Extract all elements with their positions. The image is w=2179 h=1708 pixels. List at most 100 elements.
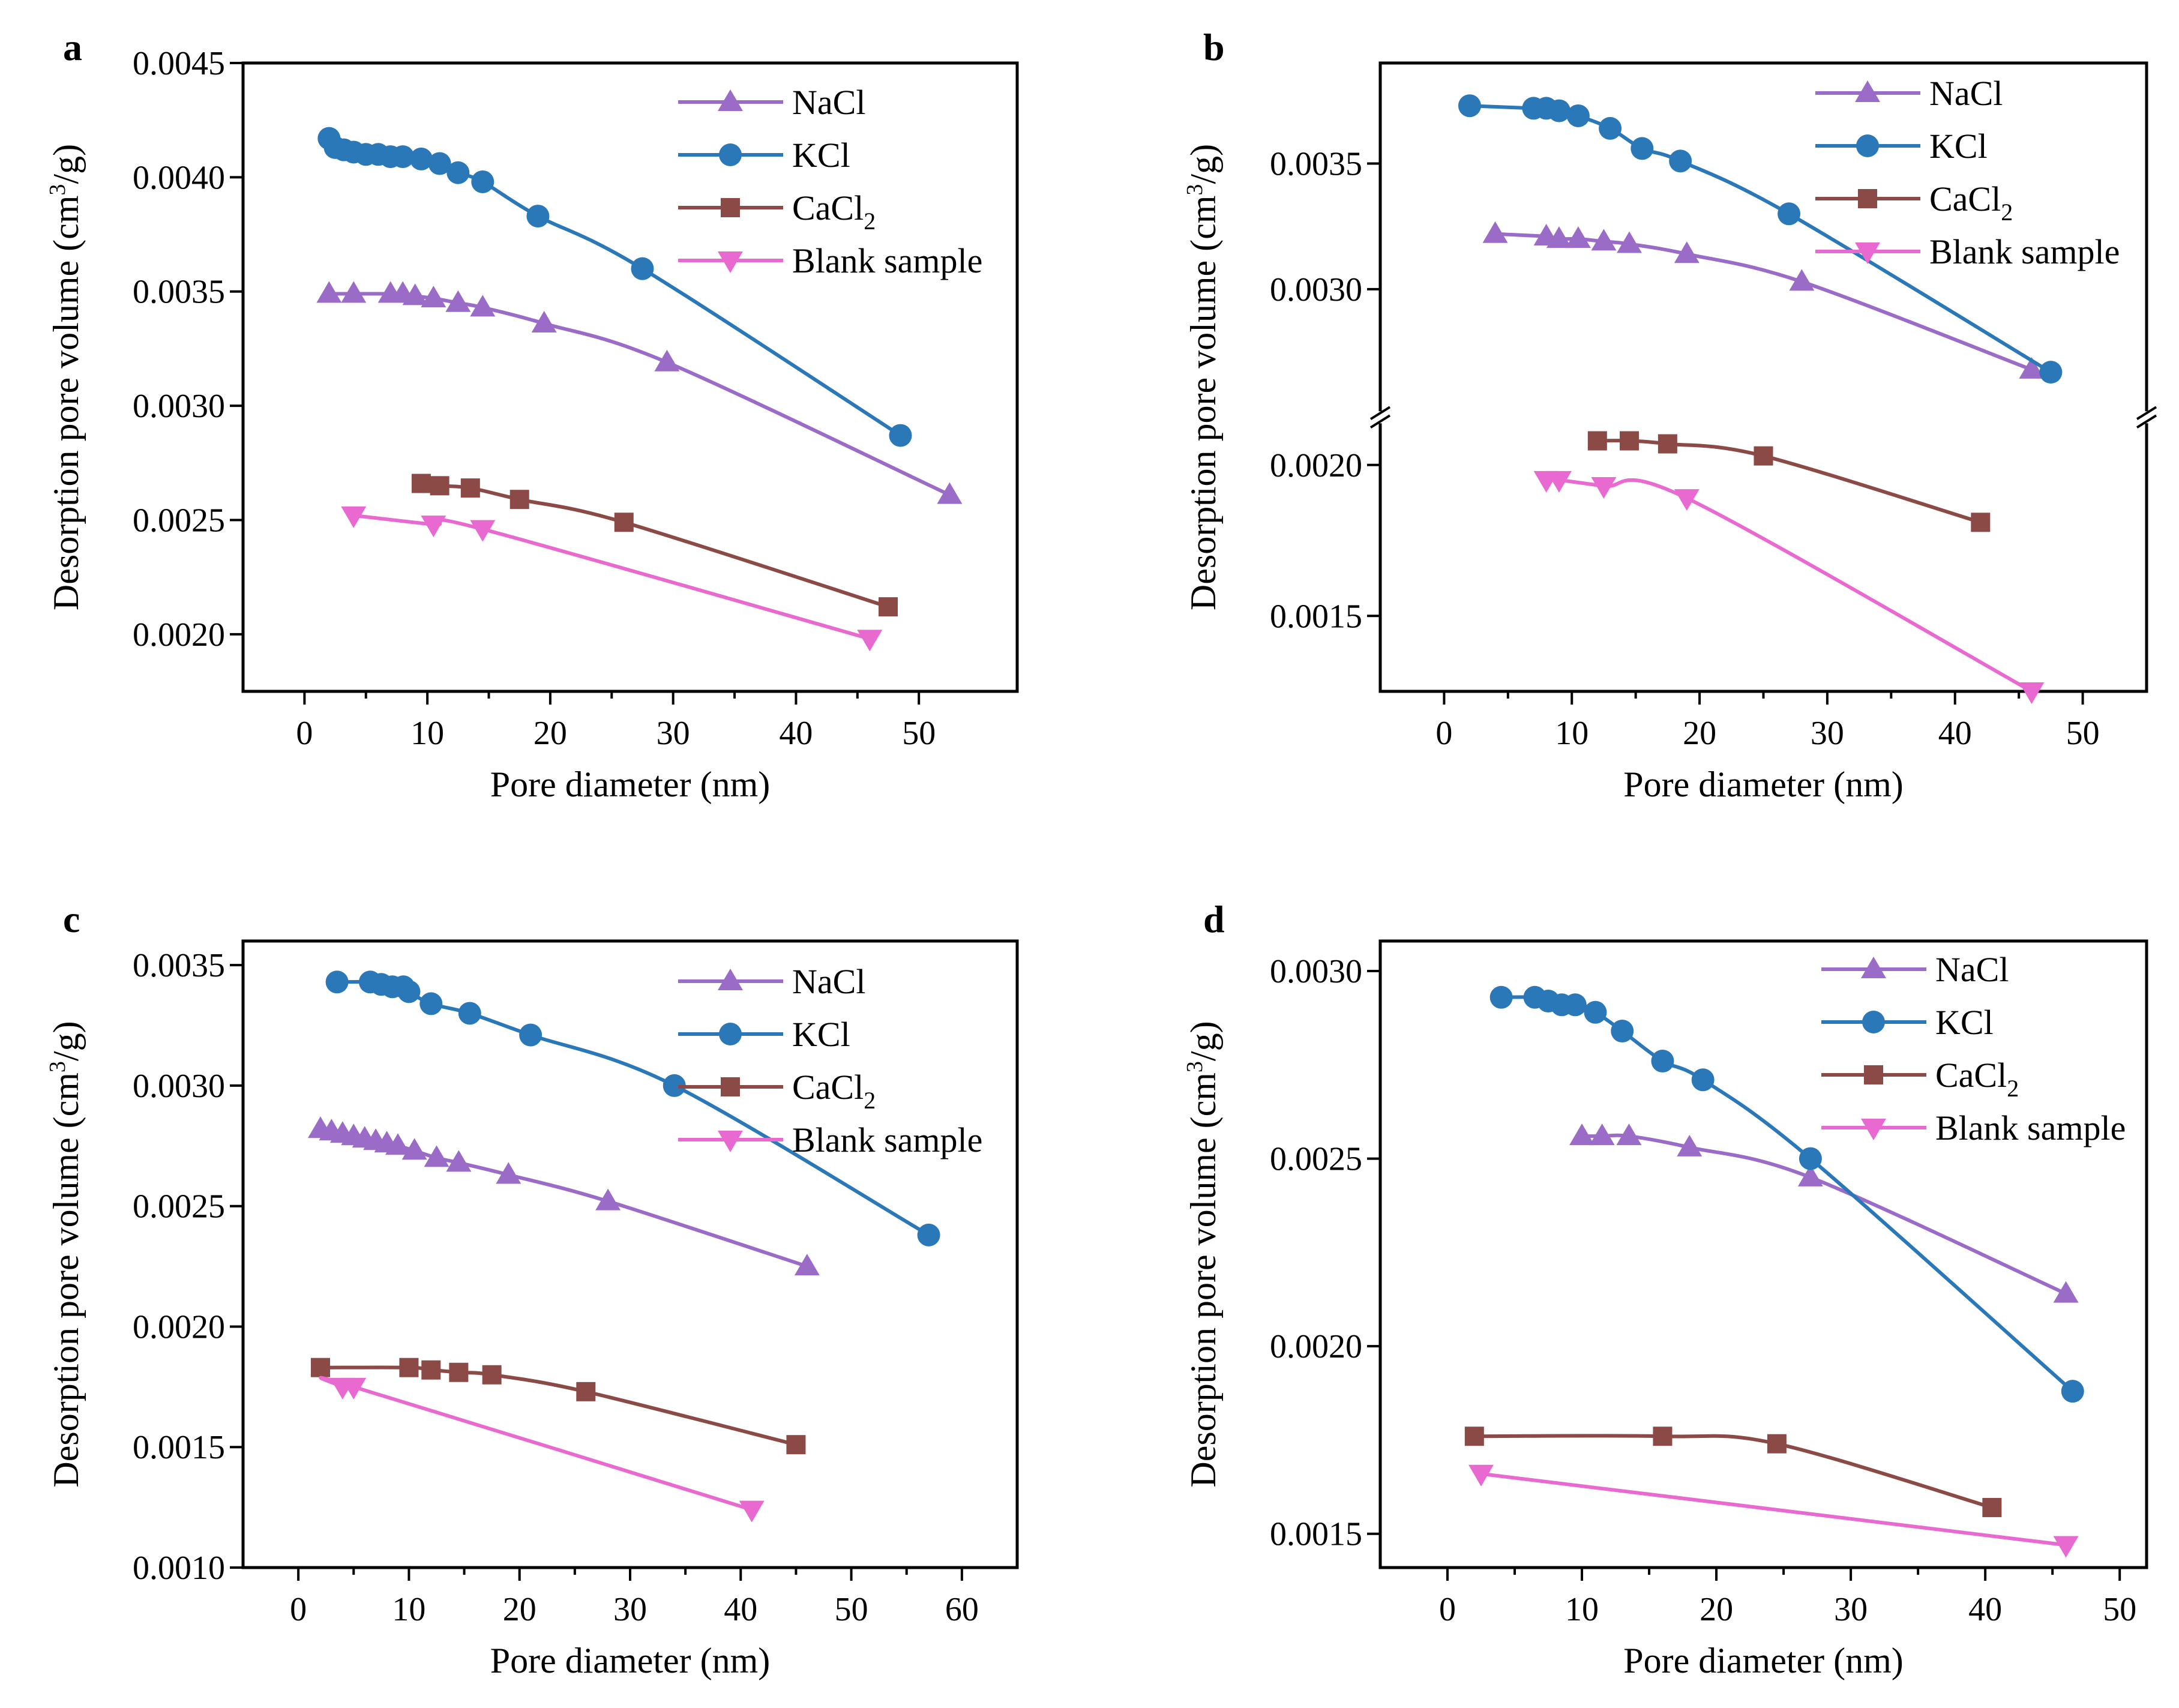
data-point [316,281,342,303]
legend: NaCl KCl CaCl2 Blank sample [678,962,982,1159]
data-point [391,145,415,169]
data-point [446,161,470,184]
series-kcl [1458,94,2063,384]
data-point [402,283,428,305]
series-cacl2 [1587,431,1991,532]
panel-letter: a [63,26,82,68]
y-axis-title-main: Desorption pore volume (cm [1183,1072,1223,1488]
panel-letter: d [1203,898,1225,940]
y-tick-label: 0.0045 [133,45,225,82]
legend-marker [1856,134,1879,157]
x-tick-label: 30 [613,1591,647,1628]
data-point [496,1162,521,1184]
data-point [445,290,471,312]
data-point [879,597,898,617]
plot-frame [241,61,1019,693]
legend-marker [1855,80,1880,102]
y-tick-label: 0.0030 [1270,953,1362,990]
data-point [1797,1164,1823,1186]
data-point [1569,1123,1595,1146]
data-point [1565,226,1591,248]
legend-marker [1864,1065,1883,1084]
y-axis-title-end: /g) [1183,144,1223,184]
legend-label-kcl: KCl [792,1015,850,1054]
x-tick-label: 50 [835,1591,868,1628]
y-axis-title-end: /g) [46,144,86,184]
data-point [614,513,634,532]
x-axis-title: Pore diameter (nm) [1623,1641,1904,1680]
y-tick-label: 0.0015 [1270,1516,1362,1553]
legend-label-nacl: NaCl [792,83,865,122]
y-tick-label: 0.0020 [1270,447,1362,484]
data-point [430,476,449,496]
x-tick-label: 10 [410,715,444,752]
data-point [2061,1380,2084,1403]
legend-label-base: CaCl [1935,1056,2007,1095]
data-point [739,1500,765,1523]
data-point [1620,431,1640,451]
panel-letter: b [1203,26,1225,68]
x-tick-label: 60 [945,1591,979,1628]
data-point [397,980,421,1003]
y-axis-title-superscript: 3 [45,1061,70,1072]
panel-letter: c [63,898,80,940]
legend-label-cacl2: CaCl2 [792,1068,876,1114]
series-line [1480,1472,2066,1547]
data-point [2039,361,2063,384]
x-tick-label: 20 [533,715,567,752]
data-point [1674,489,1700,511]
data-point [385,1133,410,1155]
data-point [1778,202,1801,226]
series-cacl2 [411,474,898,617]
y-tick-label: 0.0010 [133,1550,225,1587]
x-tick-label: 10 [1565,1591,1599,1628]
y-tick-label: 0.0035 [1270,146,1362,183]
legend-label-subscript: 2 [2007,1075,2019,1102]
axis-break-mark [2136,406,2157,421]
legend-label-cacl2: CaCl2 [1929,179,2013,226]
x-tick-label: 20 [1683,715,1716,752]
data-point [2053,1536,2079,1558]
data-point [470,520,496,542]
legend-marker [718,89,743,111]
data-point [663,1074,686,1097]
data-point [794,1254,820,1276]
y-axis-title-end: /g) [1183,1021,1223,1061]
y-axis-title-superscript: 3 [1182,184,1207,196]
x-tick-label: 40 [779,715,813,752]
y-axis-title-end: /g) [46,1021,86,1061]
x-tick-label: 50 [2066,715,2100,752]
data-point [937,482,963,504]
legend-label-subscript: 2 [2001,199,2013,226]
data-point [1971,513,1991,532]
data-point [341,506,367,528]
legend-marker [1862,1011,1885,1033]
legend-marker [719,143,742,166]
data-point [325,970,349,994]
legend-label-kcl: KCl [1935,1003,1994,1042]
series-kcl [1489,985,2084,1403]
data-point [1584,1000,1607,1024]
data-point [1611,1020,1634,1043]
x-tick-label: 30 [657,715,690,752]
data-point [1616,1123,1642,1146]
y-tick-label: 0.0025 [1270,1141,1362,1178]
panel-b: b 0 10 20 30 40 50 0.0030 0.0035 0.0015 0.0020 Pore… [1182,26,2157,804]
data-point [654,349,680,371]
data-point [311,1358,330,1377]
series-blank-sample [319,1376,765,1523]
series-cacl2 [311,1358,806,1455]
x-tick-label: 40 [1968,1591,2002,1628]
data-point [1617,231,1643,253]
data-point [1591,229,1617,251]
data-point [1587,431,1607,451]
x-tick-label: 50 [2103,1591,2136,1628]
panel-a: a 0 10 20 30 40 50 0.0020 0.0025 0.0030 0.0035 0.00… [45,26,1019,804]
legend-marker [718,251,743,273]
data-point [595,1188,621,1210]
legend-label-nacl: NaCl [1929,74,2003,113]
data-point [341,281,367,303]
y-axis-title-superscript: 3 [45,184,70,196]
x-tick-label: 10 [392,1591,425,1628]
data-point [424,1145,449,1167]
